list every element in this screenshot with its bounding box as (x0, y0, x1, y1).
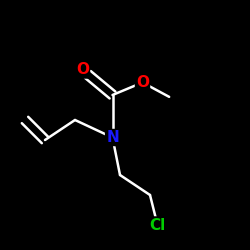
Text: O: O (76, 62, 89, 78)
Text: N: N (106, 130, 119, 145)
Text: O: O (136, 75, 149, 90)
Text: Cl: Cl (150, 218, 166, 232)
